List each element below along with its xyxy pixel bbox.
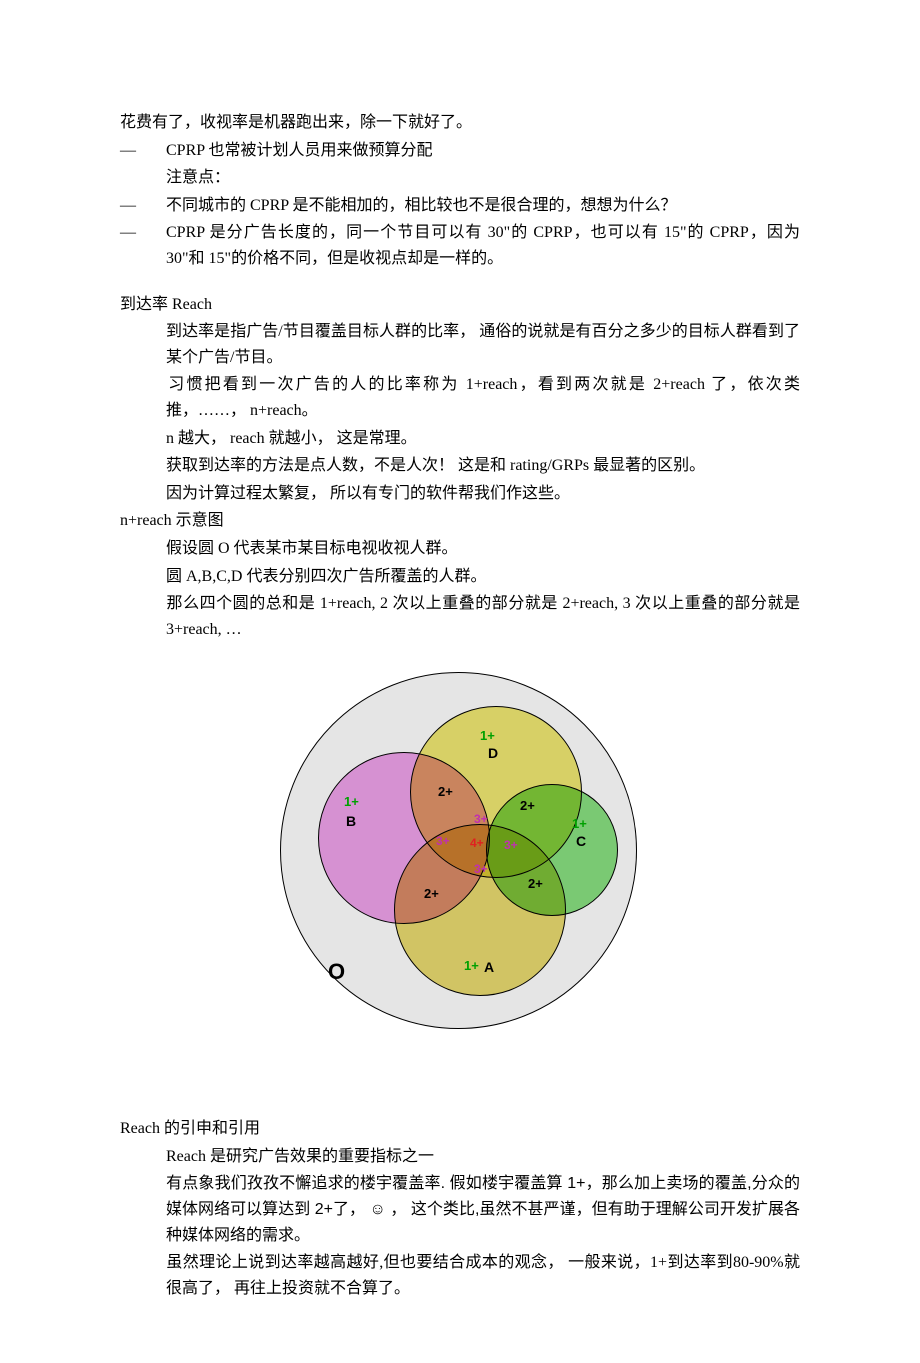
text-line: 注意点： xyxy=(120,165,800,191)
venn-label-Cl: C xyxy=(576,830,586,852)
document-page: 花费有了，收视率是机器跑出来，除一下就好了。 —CPRP 也常被计划人员用来做预… xyxy=(0,0,920,1363)
venn-label-Bl: B xyxy=(346,810,356,832)
venn-label-T3a: 3+ xyxy=(474,810,488,829)
text-line: 那么四个圆的总和是 1+reach, 2 次以上重叠的部分就是 2+reach,… xyxy=(120,591,800,642)
venn-label-T3d: 3+ xyxy=(474,860,488,879)
text: 假设圆 O 代表某市某目标电视收视人群。 xyxy=(166,540,458,557)
text-line: 习惯把看到一次广告的人的比率称为 1+reach，看到两次就是 2+reach … xyxy=(120,372,800,423)
text: 获取到达率的方法是点人数，不是人次！ 这是和 rating/GRPs 最显著的区… xyxy=(166,457,705,474)
text: CPRP 是分广告长度的，同一个节目可以有 30"的 CPRP，也可以有 15"… xyxy=(166,224,800,267)
text-line: 花费有了，收视率是机器跑出来，除一下就好了。 xyxy=(120,110,800,136)
text-line: 虽然理论上说到达率越高越好,但也要结合成本的观念， 一般来说，1+到达率到80-… xyxy=(120,1250,800,1301)
text-line: 因为计算过程太繁复， 所以有专门的软件帮我们作这些。 xyxy=(120,481,800,507)
venn-label-CA2: 2+ xyxy=(528,874,543,895)
text-line: —CPRP 是分广告长度的，同一个节目可以有 30"的 CPRP，也可以有 15… xyxy=(120,220,800,271)
venn-label-BA2: 2+ xyxy=(424,884,439,905)
text-line: 到达率是指广告/节目覆盖目标人群的比率， 通俗的说就是有百分之多少的目标人群看到… xyxy=(120,319,800,370)
text: 到达率是指广告/节目覆盖目标人群的比率， 通俗的说就是有百分之多少的目标人群看到… xyxy=(166,323,800,366)
text: 因为计算过程太繁复， 所以有专门的软件帮我们作这些。 xyxy=(166,485,570,502)
text-line: —不同城市的 CPRP 是不能相加的，相比较也不是很合理的，想想为什么？ xyxy=(120,193,800,219)
section-title: Reach 的引申和引用 xyxy=(120,1116,800,1142)
text: n 越大， reach 就越小， 这是常理。 xyxy=(166,430,417,447)
text-line: 有点象我们孜孜不懈追求的楼宇覆盖率. 假如楼宇覆盖算 1+，那么加上卖场的覆盖,… xyxy=(120,1171,800,1248)
text-line: n 越大， reach 就越小， 这是常理。 xyxy=(120,426,800,452)
text: 不同城市的 CPRP 是不能相加的，相比较也不是很合理的，想想为什么？ xyxy=(166,197,677,214)
venn-label-DC2: 2+ xyxy=(520,796,535,817)
venn-diagram-wrap: O1+B1+D1+C1+A2+2+2+2+3+3+3+3+4+ xyxy=(120,644,800,1016)
venn-label-T3c: 3+ xyxy=(504,836,518,855)
text: 有点象我们孜孜不懈追求的楼宇覆盖率. 假如楼宇覆盖算 1+，那么加上卖场的覆盖,… xyxy=(166,1175,800,1243)
section-title: 到达率 Reach xyxy=(120,292,800,318)
venn-label-Dl: D xyxy=(488,742,498,764)
venn-label-O: O xyxy=(328,954,345,989)
text-line: Reach 是研究广告效果的重要指标之一 xyxy=(120,1144,800,1170)
dash-bullet: — xyxy=(120,220,166,246)
text: CPRP 也常被计划人员用来做预算分配 xyxy=(166,142,433,159)
text: 那么四个圆的总和是 1+reach, 2 次以上重叠的部分就是 2+reach,… xyxy=(166,595,800,638)
text: 注意点： xyxy=(166,169,230,186)
section-title: n+reach 示意图 xyxy=(120,508,800,534)
venn-label-F4: 4+ xyxy=(470,834,484,853)
text-line: —CPRP 也常被计划人员用来做预算分配 xyxy=(120,138,800,164)
text: 习惯把看到一次广告的人的比率称为 1+reach，看到两次就是 2+reach … xyxy=(166,376,800,419)
venn-label-T3b: 3+ xyxy=(436,832,450,851)
dash-bullet: — xyxy=(120,193,166,219)
text-line: 假设圆 O 代表某市某目标电视收视人群。 xyxy=(120,536,800,562)
text: Reach 是研究广告效果的重要指标之一 xyxy=(166,1148,434,1165)
venn-diagram: O1+B1+D1+C1+A2+2+2+2+3+3+3+3+4+ xyxy=(270,666,650,996)
text: 圆 A,B,C,D 代表分别四次广告所覆盖的人群。 xyxy=(166,568,486,585)
text: 虽然理论上说到达率越高越好,但也要结合成本的观念， 一般来说，1+到达率到80-… xyxy=(166,1254,800,1297)
text-line: 获取到达率的方法是点人数，不是人次！ 这是和 rating/GRPs 最显著的区… xyxy=(120,453,800,479)
venn-label-A1: 1+ xyxy=(464,956,479,977)
dash-bullet: — xyxy=(120,138,166,164)
venn-label-Al: A xyxy=(484,956,494,978)
venn-label-BD2: 2+ xyxy=(438,782,453,803)
text-line: 圆 A,B,C,D 代表分别四次广告所覆盖的人群。 xyxy=(120,564,800,590)
